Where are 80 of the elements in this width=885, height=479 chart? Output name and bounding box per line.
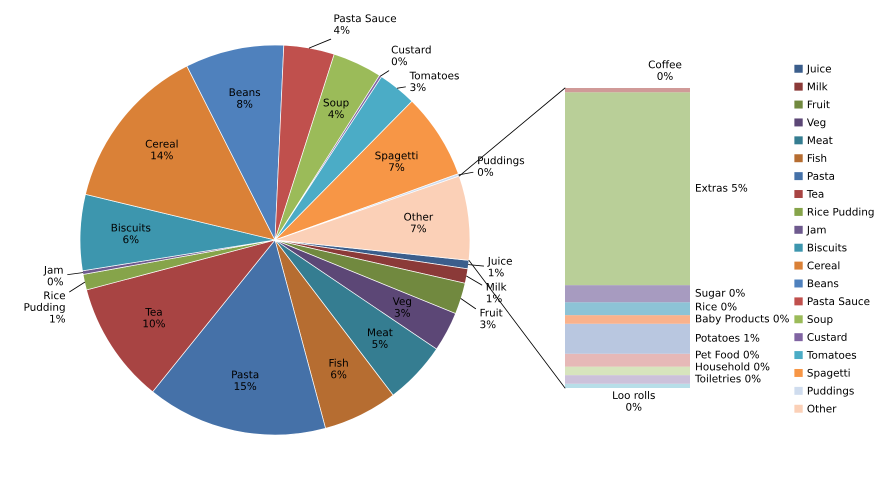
bar	[565, 384, 690, 388]
data-label: 7%	[410, 224, 426, 232]
slice-label: Tea	[145, 308, 162, 316]
data-label: 4%	[328, 110, 344, 118]
text: Rice 0%	[696, 302, 737, 310]
data-label: 0%	[626, 402, 642, 411]
legend-label: Juice	[806, 64, 832, 74]
text: Toiletries 0%	[694, 374, 761, 382]
legend-label: Pasta	[808, 172, 834, 180]
bar	[565, 324, 690, 354]
data-label: 0%	[657, 72, 673, 80]
data-label: 7%	[389, 163, 404, 172]
legend-label: Biscuits	[808, 243, 847, 252]
data-label: 0%	[478, 168, 494, 176]
legend-label: Puddings	[808, 386, 854, 397]
legend-label: Fruit	[808, 100, 830, 108]
bar	[565, 302, 690, 316]
data-label: 8%	[237, 100, 252, 108]
slice-label: Fish	[330, 358, 348, 367]
data-label: 5%	[372, 340, 388, 348]
legend-label: Spagetti	[808, 368, 850, 379]
bar	[565, 92, 690, 286]
slice-label: Biscuits	[112, 224, 150, 232]
text: Potatoes 1%	[696, 334, 760, 342]
slice-label: Beans	[230, 88, 260, 96]
text: Baby Products 0%	[696, 314, 789, 324]
slice-label: Pasta	[232, 370, 258, 378]
slice-label: Tomatoes	[410, 72, 459, 80]
legend-label: Milk	[808, 82, 828, 90]
slice-label: Meat	[368, 328, 393, 336]
slice-label: Juice	[487, 256, 512, 267]
data-label: 15%	[234, 382, 256, 390]
legend-label: Other	[807, 404, 836, 413]
legend-label: Tomatoes	[806, 351, 856, 359]
legend-label: Pasta Sauce	[808, 297, 870, 306]
legend-label: Meat	[808, 136, 832, 144]
slice-label: Other	[404, 212, 434, 221]
bar	[565, 375, 690, 384]
legend-label: Custard	[807, 332, 846, 341]
text: Extras 5%	[696, 184, 748, 192]
slice-label: Veg	[392, 297, 412, 308]
data-label: 3%	[410, 83, 426, 92]
bar	[565, 88, 690, 92]
slice-label: Custard	[392, 45, 431, 54]
text: Sugar 0%	[696, 288, 745, 299]
data-label: 1%	[488, 268, 504, 276]
legend-label: Soup	[808, 315, 833, 326]
bar	[565, 366, 690, 376]
series-label: Loo rolls	[613, 391, 655, 400]
data-label: 14%	[151, 151, 173, 160]
legend-label: Cereal	[807, 261, 840, 270]
legend-label: Fish	[808, 154, 826, 162]
legend-label: Rice Pudding	[808, 208, 874, 218]
slice-label: Spagetti	[375, 151, 418, 162]
data-label: 0%	[48, 278, 63, 286]
data-label: 6%	[123, 235, 138, 244]
data-label: 0%	[392, 57, 408, 66]
slice-label: Cereal	[146, 140, 178, 148]
data-label: 6%	[331, 370, 346, 378]
legend-label: Veg	[806, 118, 826, 128]
data-label: 4%	[334, 26, 350, 34]
legend-label: Beans	[808, 280, 838, 288]
text: Household 0%	[696, 362, 770, 370]
slice-label: Rice Pudding	[24, 291, 66, 313]
slice-label: Fruit	[480, 308, 502, 317]
bar	[565, 315, 690, 324]
series-label: Coffee	[648, 60, 682, 68]
slice-label: Jam	[43, 266, 63, 276]
slice-label: Puddings	[478, 156, 524, 166]
legend-label: Tea	[806, 190, 824, 198]
text: Pet Food 0%	[696, 350, 759, 358]
slice-label: Soup	[324, 98, 349, 108]
data-label: 1%	[50, 314, 66, 323]
data-label: 10%	[144, 320, 165, 328]
data-label: 3%	[480, 320, 496, 328]
bar	[565, 285, 690, 302]
slice-label: Pasta Sauce	[334, 14, 396, 22]
legend-label: Jam	[806, 226, 826, 236]
data-label: 3%	[394, 308, 410, 317]
bar	[565, 354, 690, 367]
